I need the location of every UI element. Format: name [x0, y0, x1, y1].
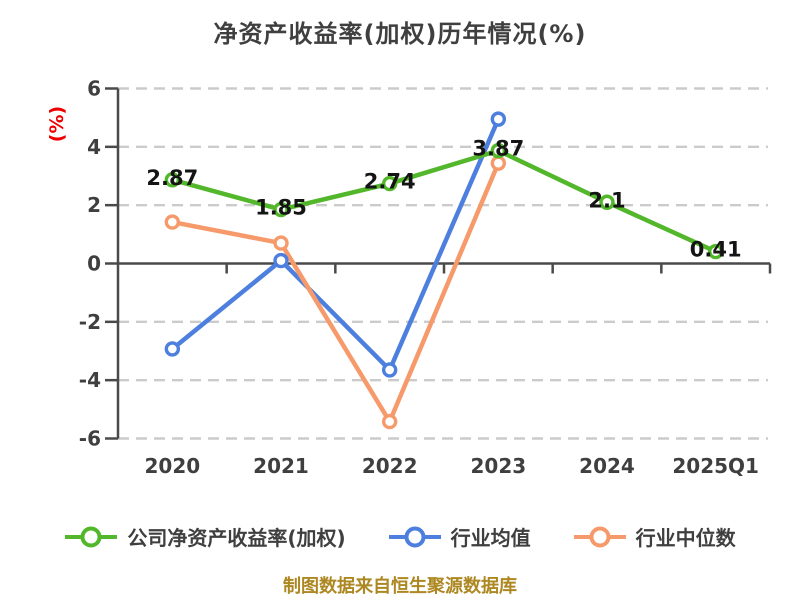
x-tick-label-2020: 2020 [144, 454, 200, 478]
legend-item-company-roe: 公司净资产收益率(加权) [64, 522, 346, 551]
series-line-0 [170, 148, 718, 254]
data-point-s0-2025Q1 [707, 243, 724, 260]
legend-item-industry-median: 行业中位数 [573, 522, 736, 551]
legend-marker-industry-mean-icon [388, 526, 441, 547]
legend-label-company-roe: 公司净资产收益率(加权) [127, 526, 346, 550]
x-tick-label-2025Q1: 2025Q1 [672, 454, 759, 478]
y-tick-label--2: -2 [79, 310, 101, 334]
data-point-s1-2022 [381, 362, 398, 378]
legend-label-industry-mean: 行业均值 [450, 526, 531, 550]
legend-item-industry-mean: 行业均值 [388, 522, 531, 551]
series-line-1 [170, 116, 501, 373]
chart-title: 净资产收益率(加权)历年情况(%) [213, 20, 587, 48]
value-label-s0-2022: 2.74 [364, 170, 416, 194]
x-tick-label-2024: 2024 [579, 454, 635, 478]
data-point-s1-2020 [164, 341, 181, 357]
data-point-s1-2023 [490, 111, 507, 127]
data-point-s0-2022 [381, 175, 398, 192]
y-tick-label-6: 6 [87, 77, 101, 101]
legend-marker-industry-median-icon [573, 526, 626, 547]
chart-legend: 公司净资产收益率(加权) 行业均值 行业中位数 [0, 522, 800, 551]
series-line-2 [170, 160, 501, 424]
value-label-s0-2024: 2.1 [588, 188, 625, 212]
y-tick-label-2: 2 [87, 193, 101, 217]
value-label-s0-2025Q1: 0.41 [690, 238, 742, 262]
value-label-s0-2020: 2.87 [146, 166, 198, 190]
data-point-s0-2023 [490, 142, 507, 159]
value-label-s0-2021: 1.85 [255, 196, 307, 220]
x-tick-label-2022: 2022 [362, 454, 418, 478]
value-label-s0-2023: 3.87 [472, 137, 524, 161]
data-point-s0-2024 [599, 194, 615, 210]
x-tick-label-2023: 2023 [470, 454, 526, 478]
data-point-s2-2021 [273, 235, 289, 251]
data-point-s2-2020 [164, 214, 181, 230]
data-source-note: 制图数据来自恒生聚源数据库 [283, 576, 517, 597]
x-tick-label-2021: 2021 [253, 454, 309, 478]
y-tick-label--6: -6 [79, 427, 101, 451]
data-point-s1-2021 [273, 252, 289, 269]
y-tick-label-4: 4 [87, 135, 101, 159]
legend-label-industry-median: 行业中位数 [635, 526, 736, 550]
data-point-s0-2020 [164, 172, 181, 188]
data-point-s0-2021 [273, 201, 289, 218]
data-point-s2-2022 [381, 413, 398, 430]
y-tick-label-0: 0 [87, 252, 101, 276]
legend-marker-company-roe-icon [65, 526, 118, 547]
y-tick-label--4: -4 [79, 368, 101, 392]
